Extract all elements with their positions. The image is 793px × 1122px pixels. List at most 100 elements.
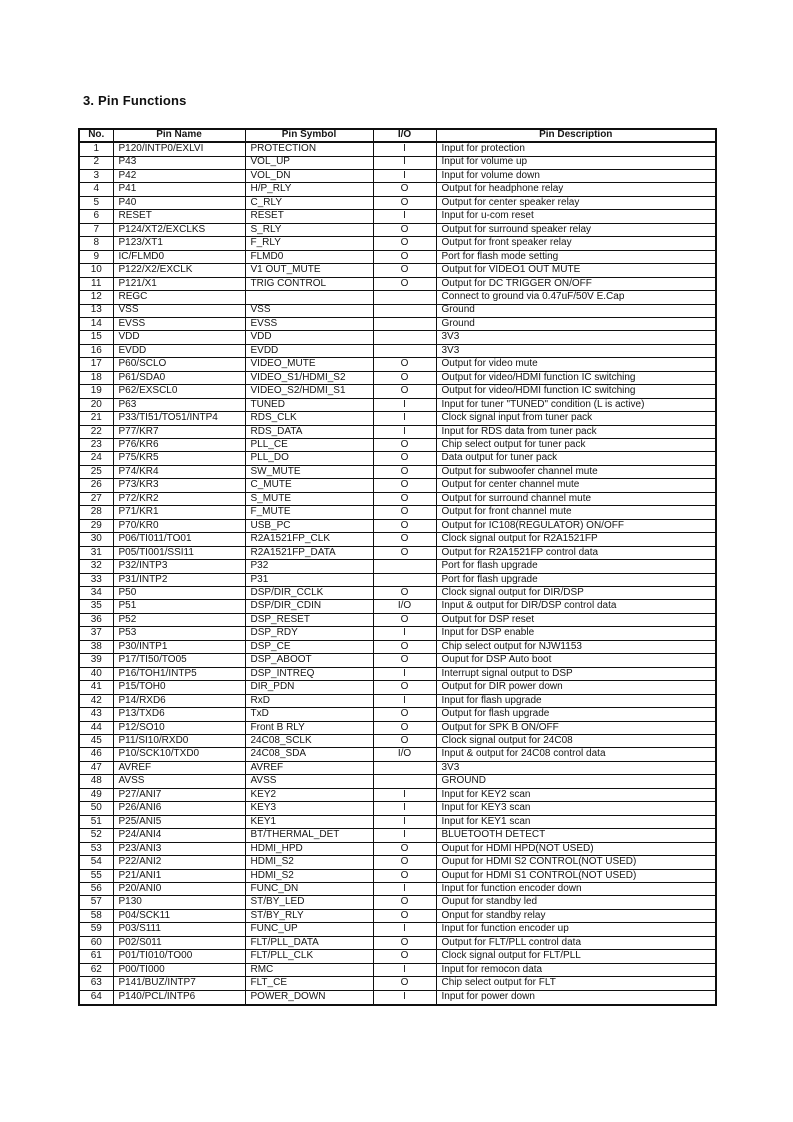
- cell-pin-name: P11/SI10/RXD0: [112, 733, 246, 749]
- cell-io: O: [372, 222, 437, 238]
- cell-pin-symbol: PLL_DO: [244, 451, 374, 466]
- cell-pin-name: P73/KR3: [112, 478, 246, 493]
- cell-pin-name: EVDD: [112, 343, 246, 359]
- cell-pin-symbol: RMC: [244, 962, 374, 978]
- cell-no: 14: [78, 316, 114, 332]
- cell-pin-symbol: RESET: [244, 209, 374, 224]
- table-row: 37 P53 DSP_RDY I Input for DSP enable: [78, 626, 717, 641]
- cell-pin-description: Output for surround speaker relay: [435, 222, 717, 238]
- cell-pin-name: P16/TOH1/INTP5: [112, 666, 246, 682]
- cell-pin-description: 3V3: [435, 330, 717, 345]
- table-row: 62 P00/TI000 RMC I Input for remocon data: [78, 962, 717, 978]
- cell-no: 30: [78, 532, 114, 547]
- cell-io: I: [372, 209, 437, 224]
- cell-pin-description: Output for SPK B ON/OFF: [435, 720, 717, 736]
- pin-functions-table: No. Pin Name Pin Symbol I/O Pin Descript…: [78, 128, 717, 1006]
- cell-no: 25: [78, 464, 114, 480]
- cell-pin-name: P41: [112, 182, 246, 197]
- table-row: 11 P121/X1 TRIG CONTROL O Output for DC TRIG…: [78, 276, 717, 292]
- cell-io: I: [372, 424, 437, 440]
- cell-no: 5: [78, 195, 114, 211]
- table-row: 36 P52 DSP_RESET O Output for DSP reset: [78, 612, 717, 628]
- cell-pin-description: Input for u-com reset: [435, 209, 717, 224]
- cell-no: 59: [78, 922, 114, 937]
- table-row: 22 P77/KR7 RDS_DATA I Input for RDS data fro…: [78, 424, 717, 440]
- cell-io: O: [372, 505, 437, 520]
- cell-pin-symbol: FLT_CE: [244, 976, 374, 991]
- cell-pin-description: Clock signal input from tuner pack: [435, 411, 717, 426]
- cell-no: 27: [78, 491, 114, 507]
- cell-pin-name: EVSS: [112, 316, 246, 332]
- cell-pin-name: VSS: [112, 303, 246, 318]
- cell-no: 44: [78, 720, 114, 736]
- cell-pin-description: Output for video/HDMI function IC switch…: [435, 384, 717, 399]
- table-row: 60 P02/S011 FLT/PLL_DATA O Output for FLT/PL…: [78, 935, 717, 951]
- cell-pin-description: Chip select output for FLT: [435, 976, 717, 991]
- cell-pin-name: P15/TOH0: [112, 680, 246, 695]
- cell-io: [372, 316, 437, 332]
- cell-io: O: [372, 855, 437, 870]
- table-row: 12 REGC Connect to ground via 0.47uF/50V E…: [78, 290, 717, 305]
- cell-pin-name: P10/SCK10/TXD0: [112, 747, 246, 762]
- cell-pin-description: Input for KEY1 scan: [435, 814, 717, 830]
- table-row: 43 P13/TXD6 TxD O Output for flash upgrade: [78, 707, 717, 722]
- cell-no: 58: [78, 908, 114, 924]
- cell-pin-name: P00/TI000: [112, 962, 246, 978]
- cell-no: 2: [78, 155, 114, 170]
- cell-io: I: [372, 962, 437, 978]
- cell-pin-symbol: C_MUTE: [244, 478, 374, 493]
- cell-no: 46: [78, 747, 114, 762]
- cell-pin-description: Output for video mute: [435, 357, 717, 372]
- cell-pin-symbol: AVSS: [244, 774, 374, 789]
- cell-pin-symbol: F_RLY: [244, 236, 374, 251]
- cell-pin-symbol: VOL_UP: [244, 155, 374, 170]
- cell-pin-name: P03/S111: [112, 922, 246, 937]
- cell-io: I: [372, 814, 437, 830]
- table-row: 50 P26/ANI6 KEY3 I Input for KEY3 scan: [78, 801, 717, 816]
- table-row: 38 P30/INTP1 DSP_CE O Chip select output for…: [78, 639, 717, 655]
- cell-pin-description: Ground: [435, 303, 717, 318]
- table-row: 9 IC/FLMD0 FLMD0 O Port for flash mode setti…: [78, 249, 717, 265]
- cell-no: 50: [78, 801, 114, 816]
- cell-pin-name: P72/KR2: [112, 491, 246, 507]
- cell-io: [372, 760, 437, 776]
- cell-io: [372, 774, 437, 789]
- cell-pin-symbol: TRIG CONTROL: [244, 276, 374, 292]
- cell-no: 60: [78, 935, 114, 951]
- cell-pin-symbol: VIDEO_S2/HDMI_S1: [244, 384, 374, 399]
- cell-pin-description: Input for power down: [435, 989, 717, 1006]
- cell-no: 47: [78, 760, 114, 776]
- cell-no: 16: [78, 343, 114, 359]
- cell-pin-name: P140/PCL/INTP6: [112, 989, 246, 1006]
- table-row: 51 P25/ANI5 KEY1 I Input for KEY1 scan: [78, 814, 717, 830]
- cell-no: 39: [78, 653, 114, 668]
- table-row: 6 RESET RESET I Input for u-com reset: [78, 209, 717, 224]
- table-row: 61 P01/TI010/TO00 FLT/PLL_CLK O Clock signal…: [78, 949, 717, 964]
- cell-pin-name: P13/TXD6: [112, 707, 246, 722]
- cell-io: [372, 290, 437, 305]
- cell-pin-name: P74/KR4: [112, 464, 246, 480]
- cell-io: I/O: [372, 747, 437, 762]
- cell-pin-name: P02/S011: [112, 935, 246, 951]
- cell-pin-description: Chip select output for tuner pack: [435, 438, 717, 453]
- cell-pin-symbol: VIDEO_S1/HDMI_S2: [244, 370, 374, 386]
- cell-io: O: [372, 653, 437, 668]
- cell-io: I: [372, 141, 437, 157]
- table-row: 41 P15/TOH0 DIR_PDN O Output for DIR power d…: [78, 680, 717, 695]
- cell-pin-symbol: 24C08_SCLK: [244, 733, 374, 749]
- cell-io: O: [372, 949, 437, 964]
- table-row: 52 P24/ANI4 BT/THERMAL_DET I BLUETOOTH DETEC…: [78, 828, 717, 843]
- cell-pin-name: P77/KR7: [112, 424, 246, 440]
- cell-pin-name: P121/X1: [112, 276, 246, 292]
- cell-pin-symbol: KEY1: [244, 814, 374, 830]
- cell-pin-description: Input & output for 24C08 control data: [435, 747, 717, 762]
- cell-io: I: [372, 666, 437, 682]
- cell-pin-symbol: H/P_RLY: [244, 182, 374, 197]
- cell-no: 63: [78, 976, 114, 991]
- cell-pin-name: P52: [112, 612, 246, 628]
- table-row: 20 P63 TUNED I Input for tuner "TUNED" condi…: [78, 397, 717, 413]
- cell-no: 37: [78, 626, 114, 641]
- cell-io: O: [372, 384, 437, 399]
- table-header-row: No. Pin Name Pin Symbol I/O Pin Descript…: [78, 128, 717, 143]
- cell-pin-symbol: PLL_CE: [244, 438, 374, 453]
